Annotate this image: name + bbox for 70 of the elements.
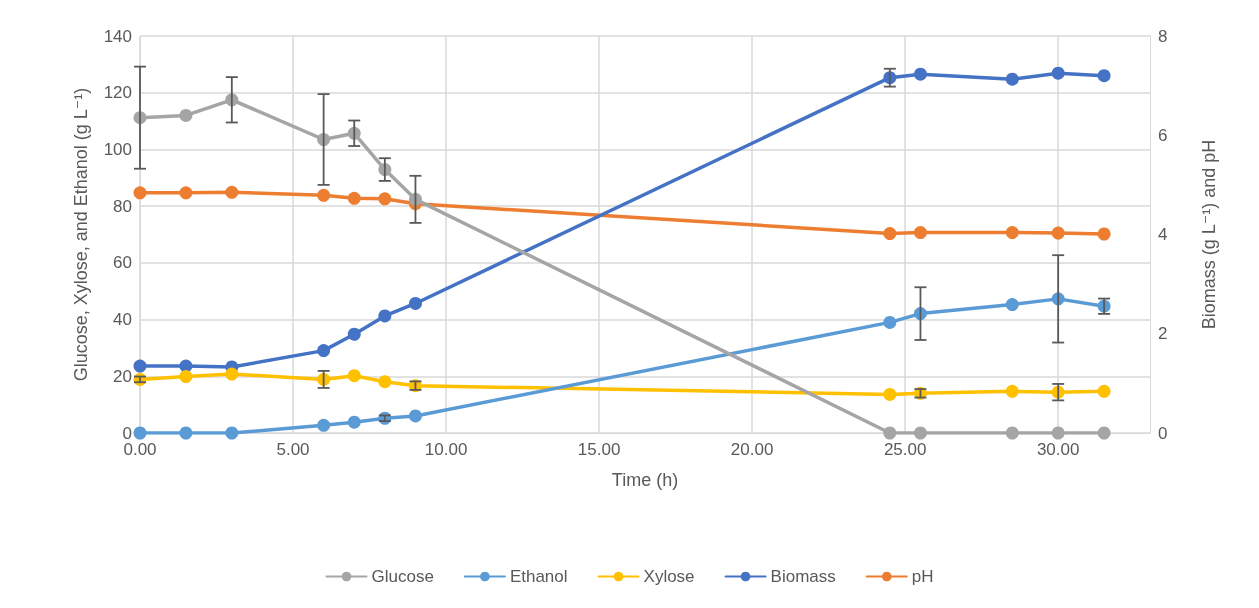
point	[179, 370, 193, 384]
point	[913, 67, 927, 81]
point	[133, 186, 147, 200]
legend-label: pH	[911, 567, 934, 586]
y-tick-label: 120	[103, 83, 132, 103]
y-tick-label: 40	[113, 310, 132, 330]
point	[1005, 226, 1019, 240]
point	[883, 315, 897, 329]
point	[1051, 426, 1065, 440]
point	[347, 415, 361, 429]
x-tick-label: 15.00	[577, 440, 621, 459]
point	[378, 192, 392, 206]
point	[1005, 72, 1019, 86]
legend-label: Glucose	[371, 567, 434, 586]
point	[1097, 426, 1111, 440]
y-axis-title: Glucose, Xylose, and Ethanol (g L⁻¹)	[71, 87, 91, 382]
point	[347, 369, 361, 383]
y2-tick-label: 4	[1158, 225, 1168, 244]
point	[913, 226, 927, 240]
point	[225, 185, 239, 199]
y-tick-label: 80	[113, 196, 132, 216]
point	[133, 426, 147, 440]
legend-label: Xylose	[643, 567, 695, 586]
point	[225, 367, 239, 381]
y-tick-label: 0	[122, 423, 132, 443]
point	[317, 188, 331, 202]
point	[225, 426, 239, 440]
point	[913, 307, 927, 321]
y2-tick-label: 6	[1158, 125, 1168, 145]
y2-tick-label: 2	[1158, 324, 1168, 344]
point	[347, 191, 361, 205]
point	[179, 426, 193, 440]
point	[1097, 227, 1111, 241]
point	[1097, 384, 1111, 398]
point	[883, 426, 897, 440]
point	[913, 426, 927, 440]
point	[408, 296, 422, 310]
point	[378, 309, 392, 323]
point	[1051, 226, 1065, 240]
legend-label: Biomass	[770, 567, 836, 586]
x-tick-label: 25.00	[883, 440, 927, 459]
y2-tick-label: 0	[1158, 423, 1168, 443]
x-tick-label: 10.00	[424, 440, 468, 459]
point	[1005, 426, 1019, 440]
point	[179, 186, 193, 200]
point	[317, 418, 331, 432]
point	[378, 375, 392, 389]
x-axis-title: Time (h)	[611, 470, 679, 490]
y-tick-label: 100	[103, 139, 132, 159]
point	[408, 409, 422, 423]
point	[1097, 69, 1111, 83]
y2-tick-label: 8	[1158, 26, 1168, 46]
y-tick-label: 20	[113, 366, 132, 386]
point	[883, 387, 897, 401]
legend-label: Ethanol	[509, 567, 568, 586]
y-tick-label: 140	[103, 26, 132, 46]
y2-axis-title: Biomass (g L⁻¹) and pH	[1199, 139, 1219, 330]
point	[347, 327, 361, 341]
y-tick-label: 60	[113, 253, 132, 273]
x-tick-label: 0.00	[123, 440, 157, 459]
point	[1051, 66, 1065, 80]
point	[1005, 384, 1019, 398]
point	[179, 108, 193, 122]
point	[133, 359, 147, 373]
point	[883, 227, 897, 240]
x-tick-label: 20.00	[730, 440, 774, 459]
point	[1005, 298, 1019, 312]
x-tick-label: 30.00	[1036, 440, 1080, 459]
point	[317, 344, 331, 358]
x-tick-label: 5.00	[276, 440, 310, 459]
